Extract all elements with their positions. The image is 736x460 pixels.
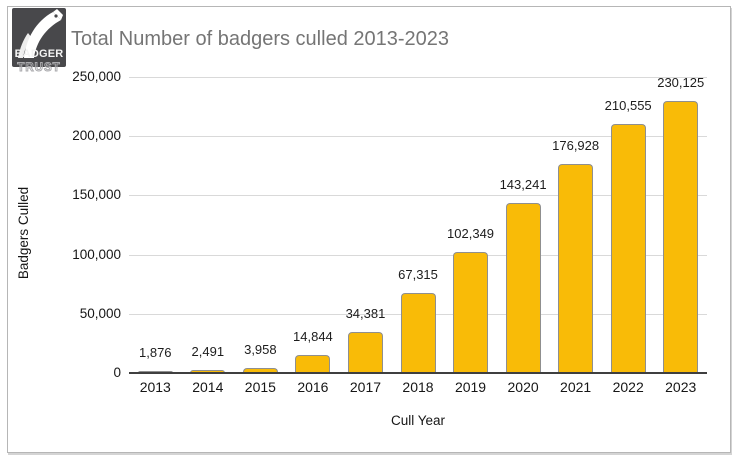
y-axis-title: Badgers Culled (16, 186, 31, 280)
x-tick-label: 2019 (454, 379, 487, 395)
bar-2013 (137, 370, 173, 373)
bar-value-label: 1,876 (138, 344, 172, 360)
bar-value-label: 210,555 (604, 97, 652, 113)
gridline (129, 77, 707, 78)
logo-background (12, 8, 66, 67)
bar-2017 (347, 332, 383, 373)
x-axis-title: Cull Year (390, 413, 446, 428)
x-tick-label: 2017 (349, 379, 382, 395)
bar-2023 (663, 100, 699, 373)
bar-value-label: 230,125 (657, 74, 705, 90)
bar-2020 (505, 203, 541, 373)
x-tick-label: 2018 (402, 379, 434, 395)
bar-value-label: 34,381 (345, 306, 386, 322)
bar-value-label: 143,241 (499, 177, 547, 193)
bar-2015 (242, 368, 278, 373)
bar-value-label: 176,928 (552, 137, 600, 153)
bar-2019 (453, 251, 489, 373)
y-tick-label: 150,000 (72, 187, 121, 203)
x-axis-line (129, 372, 707, 374)
bar-2016 (295, 355, 331, 373)
bar-value-label: 67,315 (398, 267, 438, 283)
badger-icon (18, 9, 63, 58)
bar-value-label: 2,491 (191, 344, 225, 360)
y-tick-label: 50,000 (79, 305, 121, 321)
bar-value-label: 102,349 (447, 225, 495, 241)
bar-2021 (558, 163, 594, 373)
bar-2014 (190, 370, 226, 373)
x-tick-label: 2016 (297, 379, 329, 395)
bar-value-label: 14,844 (293, 329, 333, 345)
chart-title: Total Number of badgers culled 2013-2023 (71, 28, 450, 50)
x-tick-label: 2020 (507, 379, 539, 395)
y-tick-label: 200,000 (72, 128, 121, 144)
x-tick-label: 2014 (192, 379, 224, 395)
x-tick-label: 2023 (665, 379, 697, 395)
logo-text-trust: TRUST (17, 62, 61, 75)
y-tick-label: 250,000 (72, 69, 121, 84)
y-tick-label: 100,000 (72, 246, 121, 262)
gridline (129, 195, 707, 197)
logo-text-badger: BADGER (14, 48, 64, 60)
bar-value-label: 3,958 (244, 342, 277, 358)
chart-card: BADGER TRUST Total Number of badgers cul… (7, 6, 731, 453)
x-tick-label: 2021 (560, 379, 592, 395)
x-tick-label: 2015 (244, 379, 276, 395)
plot-area: 0 50,000 100,000 150,000 200,000 250,000 1,876… (72, 69, 707, 395)
x-tick-label: 2022 (612, 379, 644, 395)
gridline (129, 136, 707, 138)
badger-trust-logo: BADGER TRUST (12, 8, 66, 74)
bar-2022 (610, 123, 646, 373)
bar-2018 (400, 293, 436, 373)
y-tick-label: 0 (113, 365, 121, 380)
gridline (129, 254, 707, 256)
x-tick-label: 2013 (139, 379, 171, 395)
